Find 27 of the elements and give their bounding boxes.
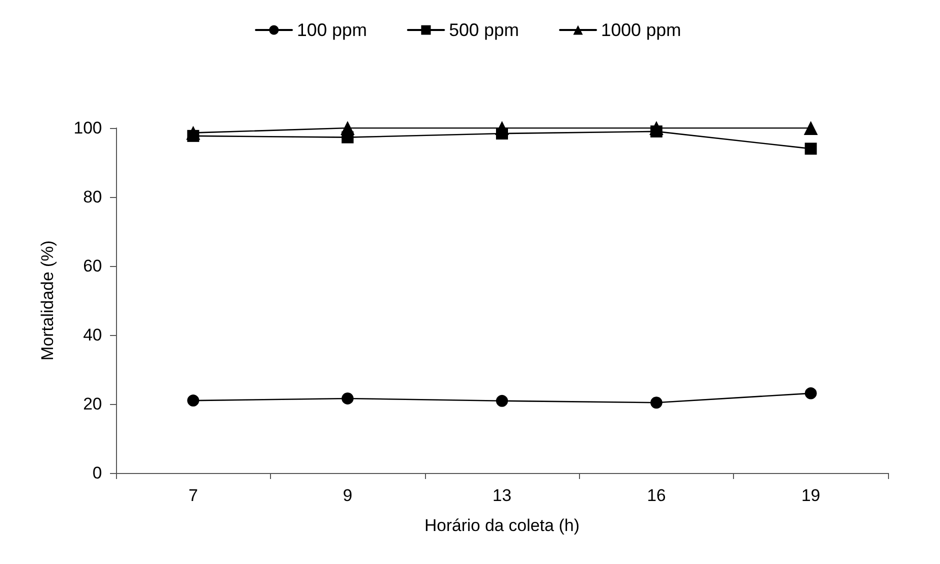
y-tick-label: 100	[74, 118, 102, 138]
x-tick-label: 13	[492, 486, 512, 505]
legend-label: 100 ppm	[296, 20, 367, 40]
x-tick-label: 19	[801, 486, 820, 505]
x-tick-label: 7	[188, 486, 198, 505]
legend-label: 500 ppm	[448, 20, 520, 40]
point	[496, 394, 508, 407]
point	[650, 396, 662, 409]
point	[342, 131, 354, 144]
y-axis-title: Mortalidade (%)	[38, 240, 57, 360]
y-tick-label: 0	[92, 464, 102, 482]
point	[342, 392, 354, 404]
y-tick-label: 40	[83, 326, 102, 344]
x-axis-title: Horário da coleta (h)	[424, 516, 580, 535]
point	[804, 121, 818, 135]
point	[187, 130, 200, 142]
point	[804, 142, 817, 155]
point	[187, 394, 200, 407]
legend-label: 1000 ppm	[601, 20, 682, 40]
y-tick-label: 20	[83, 394, 102, 414]
x-tick-label: 16	[646, 486, 666, 505]
point	[650, 125, 662, 138]
point	[496, 128, 508, 140]
y-tick-label: 80	[83, 188, 102, 206]
y-tick-label: 60	[83, 256, 102, 276]
point	[804, 387, 817, 400]
x-tick-label: 9	[342, 486, 352, 505]
